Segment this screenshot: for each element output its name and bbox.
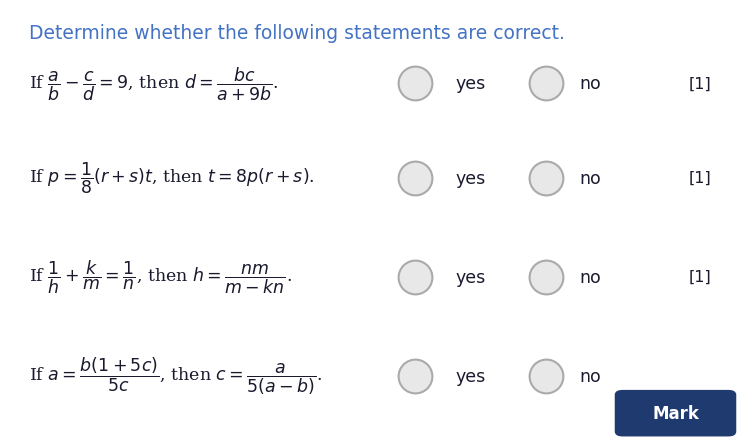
Text: [1]: [1] xyxy=(688,171,711,186)
Point xyxy=(540,175,552,182)
Text: yes: yes xyxy=(455,169,485,187)
Point xyxy=(540,372,552,379)
Text: [1]: [1] xyxy=(688,269,711,284)
Text: no: no xyxy=(579,268,601,286)
Text: yes: yes xyxy=(455,75,485,93)
Text: no: no xyxy=(579,75,601,93)
Point xyxy=(540,80,552,87)
Text: Determine whether the following statements are correct.: Determine whether the following statemen… xyxy=(29,24,565,42)
Text: [1]: [1] xyxy=(688,76,711,91)
Text: no: no xyxy=(579,367,601,385)
Text: If $a = \dfrac{b(1 + 5c)}{5c}$, then $c = \dfrac{a}{5(a - b)}$.: If $a = \dfrac{b(1 + 5c)}{5c}$, then $c … xyxy=(29,355,322,396)
Point xyxy=(409,175,421,182)
Text: no: no xyxy=(579,169,601,187)
Text: Mark: Mark xyxy=(652,404,699,422)
Text: If $\dfrac{a}{b} - \dfrac{c}{d} = 9$, then $d = \dfrac{bc}{a + 9b}$.: If $\dfrac{a}{b} - \dfrac{c}{d} = 9$, th… xyxy=(29,65,279,102)
FancyBboxPatch shape xyxy=(615,391,736,436)
Point xyxy=(409,372,421,379)
Point xyxy=(409,273,421,280)
Text: If $p = \dfrac{1}{8}(r + s)t$, then $t = 8p(r + s)$.: If $p = \dfrac{1}{8}(r + s)t$, then $t =… xyxy=(29,161,315,196)
Point xyxy=(540,273,552,280)
Text: yes: yes xyxy=(455,268,485,286)
Point xyxy=(409,80,421,87)
Text: If $\dfrac{1}{h} + \dfrac{k}{m} = \dfrac{1}{n}$, then $h = \dfrac{nm}{m - kn}$.: If $\dfrac{1}{h} + \dfrac{k}{m} = \dfrac… xyxy=(29,258,292,296)
Text: yes: yes xyxy=(455,367,485,385)
